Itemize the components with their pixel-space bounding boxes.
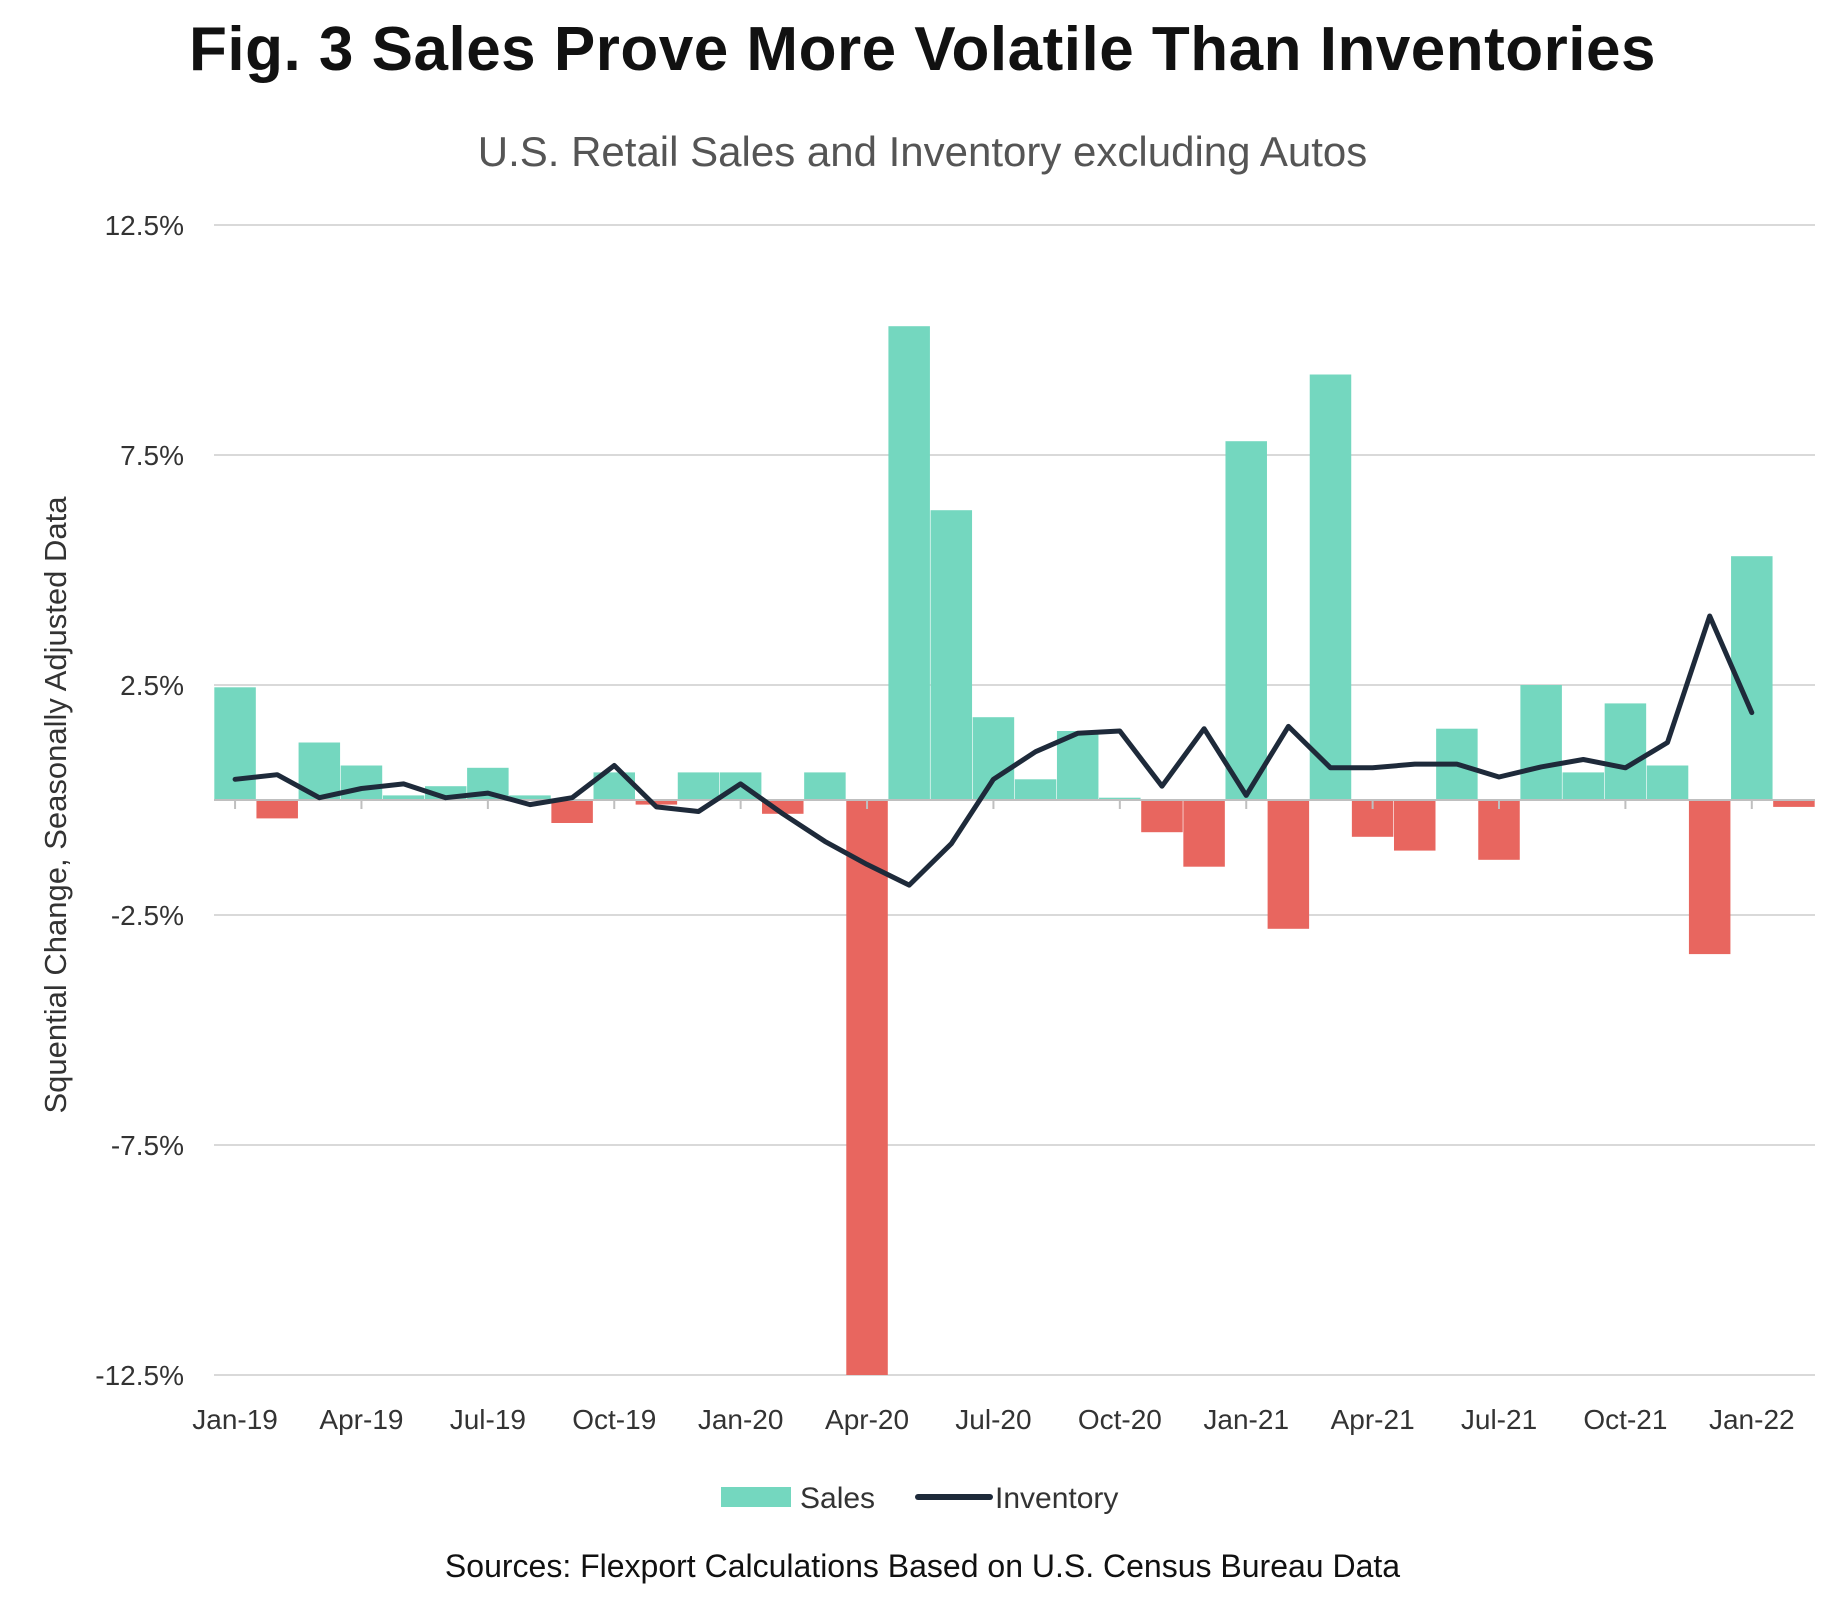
source-note: Sources: Flexport Calculations Based on … — [444, 1548, 1401, 1584]
sales-bar — [340, 765, 383, 800]
sales-bar — [677, 772, 720, 800]
chart-subtitle: U.S. Retail Sales and Inventory excludin… — [477, 128, 1368, 175]
x-tick-label: Jan-22 — [1709, 1404, 1795, 1435]
x-axis-ticks: Jan-19 Apr-19 Jul-19 Oct-19 Jan-20 Apr-20 Jul-… — [192, 1404, 1794, 1435]
sales-bar — [551, 800, 593, 823]
x-tick-label: Jul-20 — [955, 1404, 1031, 1435]
sales-bar — [1688, 800, 1731, 955]
x-tick-label: Apr-19 — [319, 1404, 403, 1435]
sales-bar — [1267, 800, 1310, 929]
x-tick-label: Oct-20 — [1078, 1404, 1162, 1435]
legend-sales-label: Sales — [800, 1482, 875, 1515]
y-tick-label: 7.5% — [120, 440, 184, 471]
x-tick-label: Apr-21 — [1331, 1404, 1415, 1435]
sales-bar — [214, 687, 256, 800]
legend: Sales Inventory — [721, 1482, 1118, 1515]
sales-bar — [1183, 800, 1225, 867]
sales-bar — [1478, 800, 1520, 860]
y-tick-label: -2.5% — [111, 900, 184, 931]
x-tick-label: Oct-19 — [572, 1404, 656, 1435]
sales-bar — [804, 772, 846, 800]
sales-bar — [1646, 765, 1689, 800]
inventory-line — [232, 613, 1755, 888]
sales-bar — [846, 800, 888, 1375]
x-tick-label: Jan-21 — [1203, 1404, 1289, 1435]
legend-sales-swatch — [721, 1487, 791, 1507]
sales-bar — [509, 795, 551, 800]
sales-bar — [1773, 800, 1815, 807]
y-tick-label: -7.5% — [111, 1130, 184, 1161]
sales-bar — [1309, 374, 1352, 800]
x-tick-label: Oct-21 — [1583, 1404, 1667, 1435]
y-axis-ticks: 12.5% 7.5% 2.5% -2.5% -7.5% -12.5% — [95, 210, 184, 1391]
x-tick-label: Jan-19 — [192, 1404, 278, 1435]
inventory-line-group — [232, 613, 1755, 888]
sales-bar — [972, 717, 1015, 800]
sales-bar — [256, 800, 298, 819]
y-tick-label: 2.5% — [120, 670, 184, 701]
x-tick-label: Jul-21 — [1461, 1404, 1537, 1435]
x-axis — [214, 799, 1815, 809]
sales-bar — [1056, 731, 1099, 800]
x-tick-label: Jan-20 — [698, 1404, 784, 1435]
sales-bar — [1562, 772, 1605, 800]
chart-title: Fig. 3 Sales Prove More Volatile Than In… — [189, 15, 1656, 84]
sales-bar — [930, 510, 973, 800]
sales-bars — [214, 326, 1815, 1375]
sales-bar — [382, 795, 425, 800]
sales-bar — [1394, 800, 1436, 851]
x-tick-label: Jul-19 — [450, 1404, 526, 1435]
sales-bar — [1014, 779, 1057, 800]
sales-bar — [1225, 441, 1267, 800]
sales-bar — [635, 800, 678, 805]
sales-bar — [1099, 797, 1141, 800]
y-tick-label: 12.5% — [105, 210, 184, 241]
sales-bar — [1520, 685, 1562, 800]
sales-bar — [1604, 703, 1647, 800]
legend-inventory-label: Inventory — [995, 1482, 1118, 1515]
y-axis-title: Squential Change, Seasonally Adjusted Da… — [38, 496, 73, 1114]
y-tick-label: -12.5% — [95, 1360, 184, 1391]
sales-bar — [888, 326, 930, 800]
sales-bar — [1141, 800, 1183, 833]
x-tick-label: Apr-20 — [825, 1404, 909, 1435]
